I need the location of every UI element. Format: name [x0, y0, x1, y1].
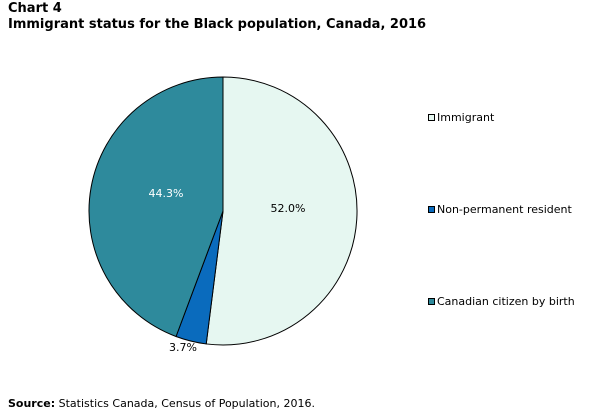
data-label-non-permanent-resident: 3.7%: [169, 341, 197, 354]
legend-item-canadian-citizen-by-birth: Canadian citizen by birth: [428, 294, 575, 308]
legend-label-canadian-citizen-by-birth: Canadian citizen by birth: [437, 294, 575, 308]
legend-label-immigrant: Immigrant: [437, 110, 495, 124]
pie-slice-canadian-citizen-by-birth: [88, 76, 224, 338]
data-label-immigrant: 52.0%: [271, 202, 306, 215]
chart-number: Chart 4: [8, 1, 62, 16]
legend-swatch-immigrant: [428, 113, 435, 121]
source-label: Source:: [8, 397, 56, 410]
legend-item-immigrant: Immigrant: [428, 110, 494, 124]
legend-label-non-permanent-resident: Non-permanent resident: [437, 202, 572, 216]
data-label-canadian-citizen-by-birth: 44.3%: [149, 187, 184, 200]
source-text: Statistics Canada, Census of Population,…: [55, 397, 315, 410]
source-note: Source: Statistics Canada, Census of Pop…: [8, 397, 315, 410]
legend-swatch-canadian-citizen-by-birth: [428, 297, 435, 305]
legend-swatch-non-permanent-resident: [428, 205, 435, 213]
chart-title: Immigrant status for the Black populatio…: [8, 17, 427, 32]
pie-slice-immigrant: [205, 76, 358, 346]
legend-item-non-permanent-resident: Non-permanent resident: [428, 202, 572, 216]
